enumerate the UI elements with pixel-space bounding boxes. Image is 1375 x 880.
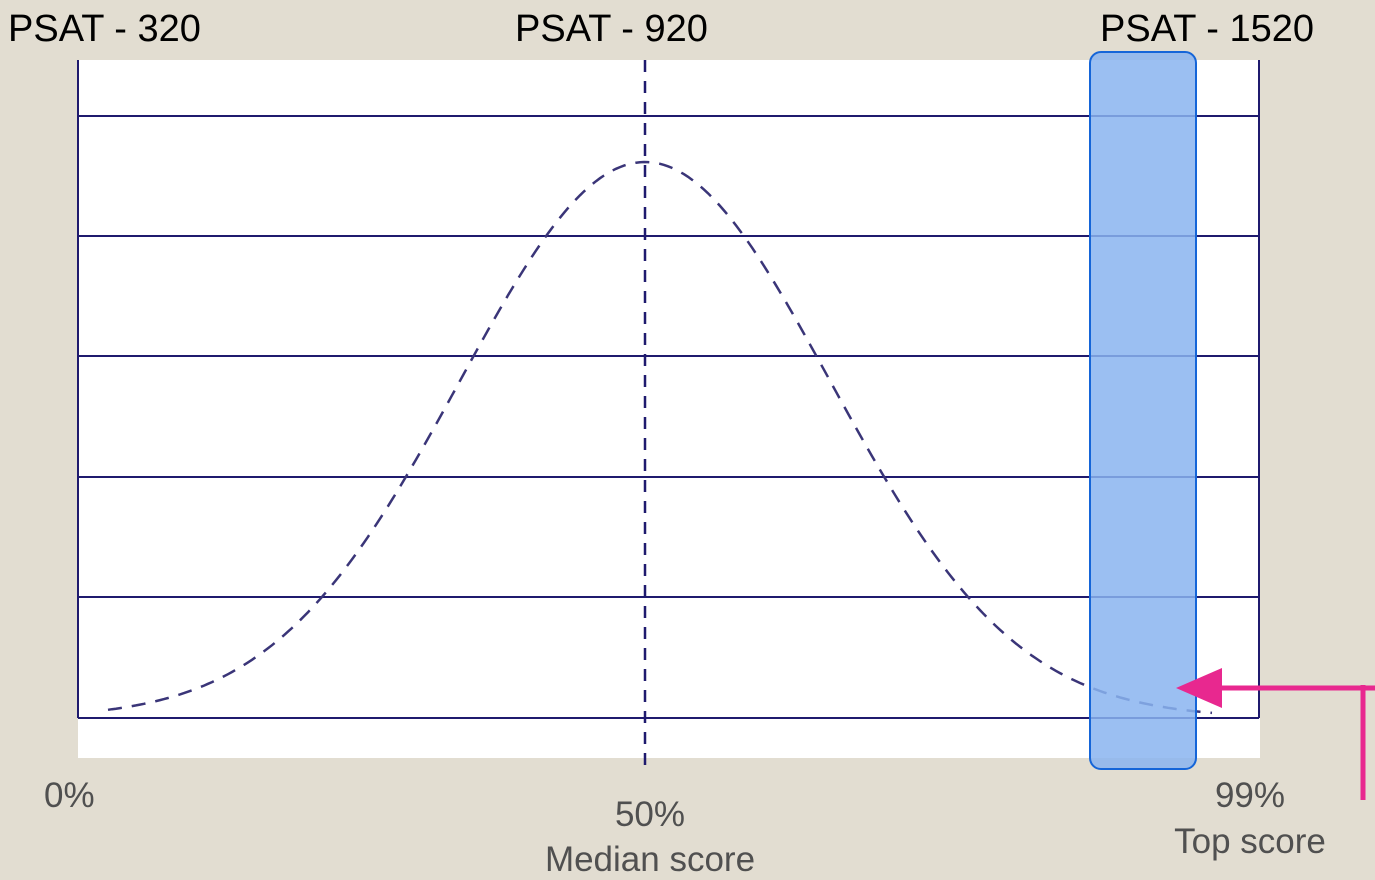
bell-curve — [107, 160, 1213, 715]
percent-label-0: 0% — [44, 776, 95, 815]
gridlines — [78, 115, 1259, 719]
arrow-head — [1176, 668, 1222, 708]
percent-label-99: 99% — [1214, 776, 1286, 815]
top-score-highlight — [1089, 51, 1197, 770]
top-label-median-score: PSAT - 920 — [515, 8, 708, 50]
top-score-caption: Top score — [1174, 822, 1326, 861]
percent-label-50: 50% — [614, 795, 686, 834]
top-label-max-score: PSAT - 1520 — [1100, 8, 1315, 50]
top-label-min-score: PSAT - 320 — [8, 8, 201, 50]
median-score-caption: Median score — [544, 840, 756, 879]
plot-area — [78, 60, 1260, 758]
arrow — [1176, 668, 1375, 800]
